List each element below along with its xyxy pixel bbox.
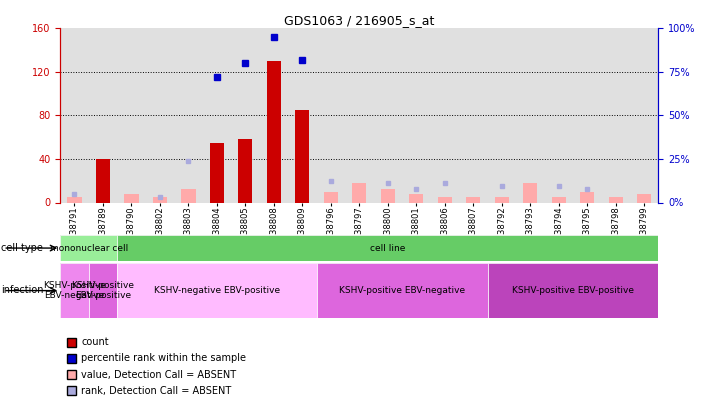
Bar bbox=[125, 194, 139, 202]
Text: cell type: cell type bbox=[1, 243, 42, 253]
Text: KSHV-negative EBV-positive: KSHV-negative EBV-positive bbox=[154, 286, 280, 295]
Bar bbox=[96, 159, 110, 202]
Text: KSHV-positive
EBV-positive: KSHV-positive EBV-positive bbox=[72, 281, 135, 300]
Bar bbox=[238, 139, 253, 202]
Text: KSHV-positive EBV-negative: KSHV-positive EBV-negative bbox=[339, 286, 465, 295]
Bar bbox=[60, 235, 117, 261]
Bar bbox=[609, 197, 623, 202]
Text: cell line: cell line bbox=[370, 243, 406, 253]
Bar bbox=[67, 197, 81, 202]
Bar bbox=[523, 183, 537, 202]
Text: percentile rank within the sample: percentile rank within the sample bbox=[81, 354, 246, 363]
Bar bbox=[409, 194, 423, 202]
Text: infection: infection bbox=[1, 286, 43, 295]
Text: KSHV-positive
EBV-negative: KSHV-positive EBV-negative bbox=[43, 281, 106, 300]
Bar bbox=[181, 190, 195, 202]
Bar bbox=[381, 190, 395, 202]
Bar bbox=[295, 110, 309, 202]
Bar bbox=[637, 194, 651, 202]
Bar bbox=[267, 61, 281, 202]
Bar bbox=[438, 197, 452, 202]
Text: KSHV-positive EBV-positive: KSHV-positive EBV-positive bbox=[512, 286, 634, 295]
Text: rank, Detection Call = ABSENT: rank, Detection Call = ABSENT bbox=[81, 386, 232, 396]
Bar bbox=[316, 263, 488, 318]
Bar bbox=[60, 263, 88, 318]
Bar bbox=[580, 192, 594, 202]
Bar bbox=[352, 183, 367, 202]
Bar bbox=[552, 197, 566, 202]
Bar bbox=[210, 143, 224, 202]
Bar bbox=[495, 197, 509, 202]
Title: GDS1063 / 216905_s_at: GDS1063 / 216905_s_at bbox=[284, 14, 435, 27]
Bar bbox=[488, 263, 658, 318]
Text: mononuclear cell: mononuclear cell bbox=[50, 243, 127, 253]
Text: count: count bbox=[81, 337, 109, 347]
Bar bbox=[466, 197, 481, 202]
Bar bbox=[153, 197, 167, 202]
Bar bbox=[324, 192, 338, 202]
Text: value, Detection Call = ABSENT: value, Detection Call = ABSENT bbox=[81, 370, 236, 379]
Bar bbox=[88, 263, 117, 318]
Bar bbox=[117, 263, 316, 318]
